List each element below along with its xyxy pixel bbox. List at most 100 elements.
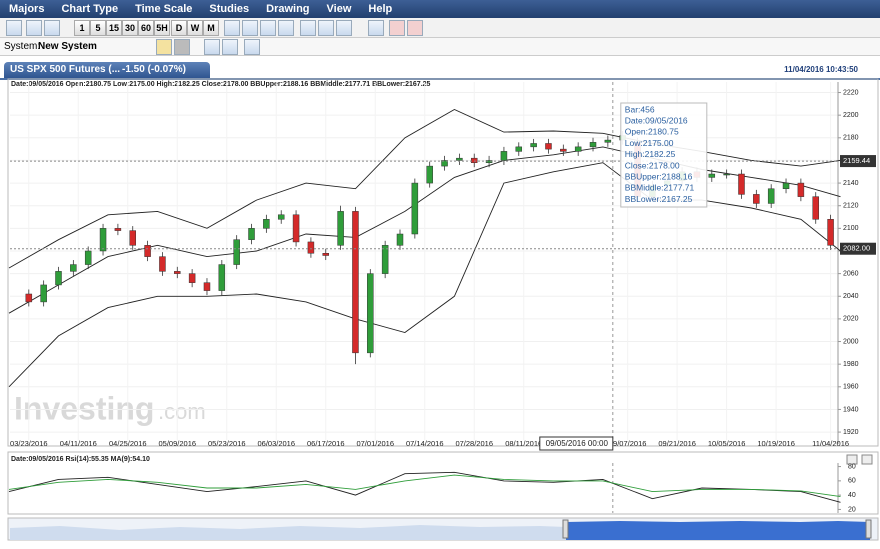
zoom-icon[interactable] [242,20,258,36]
tooltip-line: Bar:456 [625,104,655,114]
system-label: System: [4,41,41,52]
y-tick-label: 2180 [843,135,859,142]
x-tick-label: 05/23/2016 [208,439,246,448]
interval-button[interactable]: W [187,20,203,36]
menu-item[interactable]: Chart Type [61,3,119,15]
tooltip-line: BBUpper:2188.16 [625,171,693,181]
candle-body [500,151,508,161]
price-label: 2082.00 [843,244,870,253]
candle-body [411,182,419,235]
tool-icon[interactable] [6,20,22,36]
timestamp: 11/04/2016 10:43:50 [784,65,858,74]
x-tick-label: 10/19/2016 [757,439,795,448]
candle-body [367,273,374,354]
interval-button[interactable]: 5 [90,20,106,36]
price-label-box [840,155,876,168]
tool-icon[interactable] [244,39,260,55]
y-tick-label: 40 [848,492,856,499]
navigator-handle[interactable] [562,519,569,539]
menu-item[interactable]: View [326,3,352,15]
crosshair-label: 09/05/2016 00:00 [546,439,609,448]
tool-icon[interactable] [26,20,42,36]
tool-icon[interactable] [336,20,352,36]
interval-button[interactable]: 1 [74,20,90,36]
candle-body [723,173,730,176]
candle-body [322,252,330,256]
interval-button[interactable]: 30 [122,20,138,36]
candle-body [233,239,240,265]
x-tick-label: 05/09/2016 [159,439,197,448]
candle-body [188,273,196,283]
panel-button[interactable] [846,454,858,465]
menu-item[interactable]: Drawing [266,3,310,15]
tooltip [620,102,708,208]
toolbar: 1 5 15 30 60 5H D W M [0,18,880,38]
x-tick-label: 09/07/2016 [609,439,647,448]
y-tick-label: 2140 [843,180,859,187]
candle-body [545,143,552,150]
panel-close[interactable] [861,454,873,465]
navigator-handle[interactable] [865,519,872,539]
candle-body [277,214,285,220]
delete-icon[interactable] [389,20,405,36]
info-line: Date:09/05/2016 Open:2180.75 Low:2175.00… [11,81,431,88]
tool-icon[interactable] [300,20,316,36]
tooltip-line: Low:2175.00 [625,138,674,148]
menu-item[interactable]: Time Scale [135,3,193,15]
candle-body [381,245,389,274]
zoom-icon[interactable] [224,20,240,36]
close-icon[interactable] [407,20,423,36]
interval-button[interactable]: 5H [154,20,170,36]
zoom-icon[interactable] [260,20,276,36]
candle-body [25,293,33,303]
indicator-line [8,474,841,498]
x-tick-label: 07/14/2016 [406,439,444,448]
instrument-tab[interactable]: US SPX 500 Futures (... -1.50 (-0.07%) [4,62,210,78]
tool-icon[interactable] [204,39,220,55]
x-tick-label: 10/05/2016 [708,439,746,448]
menu-item[interactable]: Help [368,3,393,15]
x-tick-label: 06/03/2016 [257,439,295,448]
candle-body [396,233,404,246]
interval-button[interactable]: 60 [138,20,154,36]
candle-body [470,157,478,163]
interval-button[interactable]: 15 [106,20,122,36]
tooltip-line: BBLower:2167.25 [625,194,693,204]
candle-body [589,142,597,148]
tool-icon[interactable] [174,39,190,55]
tool-icon[interactable] [318,20,334,36]
candle-body [530,143,537,148]
candle-body [263,219,270,229]
menu-item[interactable]: Studies [209,3,250,15]
crosshair-label-box [539,436,614,451]
x-tick-label: 03/23/2016 [10,439,48,448]
candle-body [708,173,716,178]
tool-icon[interactable] [368,20,384,36]
candle-body [560,148,567,152]
candle-body [174,271,181,274]
y-tick-label: 1980 [843,361,859,368]
candle-body [55,271,62,286]
tool-icon[interactable] [222,39,238,55]
candle-body [40,284,47,303]
x-tick-label: 07/28/2016 [455,439,493,448]
interval-button[interactable]: D [171,20,187,36]
rsi-panel [7,451,879,515]
x-tick-label: 04/11/2016 [60,439,97,448]
interval-button[interactable]: M [203,20,219,36]
price-label-box [840,242,876,255]
candle-body [248,228,255,240]
zoom-icon[interactable] [278,20,294,36]
tool-icon[interactable] [156,39,172,55]
tool-icon[interactable] [44,20,60,36]
bollinger-upper [8,108,841,269]
y-tick-label: 2120 [843,203,859,210]
y-tick-label: 1960 [843,384,859,391]
candle-body [456,157,463,161]
instrument-name: US SPX 500 Futures (... [10,64,121,75]
menu-item[interactable]: Majors [9,3,45,15]
candle-body [203,282,211,291]
candle-body [307,241,315,254]
